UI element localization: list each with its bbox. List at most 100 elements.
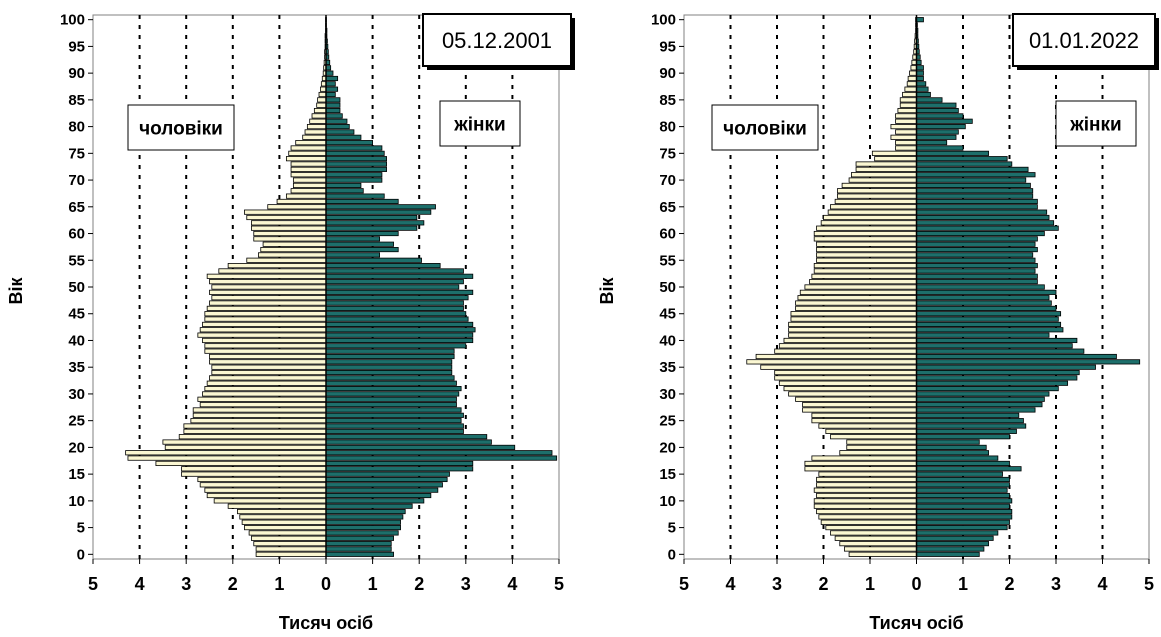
legend-men-label: чоловіки (139, 119, 223, 140)
bar-women-age-38 (325, 348, 455, 354)
bar-men-age-13 (199, 482, 327, 488)
bar-women-age-33 (916, 375, 1078, 381)
x-tick-label: 5 (88, 574, 98, 594)
bar-men-age-37 (755, 353, 917, 360)
y-tick-label: 85 (659, 92, 676, 109)
bar-men-age-70 (848, 177, 917, 183)
y-tick-label: 10 (68, 493, 85, 510)
bar-women-age-38 (916, 348, 1085, 354)
bar-women-age-89 (325, 75, 339, 82)
bar-women-age-8 (916, 508, 1013, 515)
bar-women-age-31 (325, 386, 462, 392)
bar-men-age-60 (253, 230, 327, 237)
bar-men-age-26 (811, 412, 917, 418)
bar-women-age-35 (916, 364, 1096, 370)
bar-women-age-56 (916, 252, 1034, 258)
bar-men-age-42 (199, 327, 327, 333)
bar-women-age-80 (916, 124, 966, 130)
bar-women-age-88 (325, 81, 336, 87)
x-tick-label: 1 (274, 574, 284, 594)
y-tick-label: 90 (659, 65, 676, 82)
bar-women-age-81 (916, 118, 973, 124)
bar-women-age-13 (325, 482, 443, 488)
x-tick-label: 0 (321, 574, 331, 594)
bar-men-age-44 (790, 316, 917, 322)
bar-women-age-16 (325, 466, 474, 472)
bar-women-age-12 (325, 487, 439, 493)
bar-women-age-43 (916, 321, 1062, 327)
bar-women-age-24 (325, 423, 464, 429)
bar-women-age-17 (916, 460, 1010, 467)
bar-women-age-85 (916, 97, 943, 103)
bar-men-age-73 (855, 161, 917, 167)
bar-women-age-54 (916, 263, 1038, 269)
bar-women-age-40 (916, 337, 1078, 344)
bar-men-age-10 (213, 498, 327, 504)
y-tick-label: 100 (651, 12, 676, 29)
bar-women-age-51 (916, 279, 1038, 285)
bar-women-age-68 (916, 188, 1034, 194)
bar-men-age-67 (837, 193, 917, 199)
bar-women-age-64 (325, 209, 432, 215)
x-tick-label: 1 (865, 574, 875, 594)
bar-women-age-7 (916, 514, 1013, 520)
bar-women-age-70 (916, 177, 1027, 183)
bar-men-age-14 (816, 476, 917, 483)
bar-women-age-81 (325, 118, 348, 124)
bar-women-age-0 (916, 551, 980, 557)
bar-men-age-77 (295, 140, 327, 146)
bar-women-age-86 (325, 91, 336, 98)
bar-men-age-24 (818, 423, 917, 429)
bar-men-age-43 (788, 321, 917, 327)
bar-women-age-58 (916, 241, 1036, 247)
bar-women-age-20 (916, 444, 987, 450)
bar-women-age-34 (325, 369, 453, 376)
bar-women-age-87 (325, 86, 339, 92)
y-axis-title: Вік (6, 277, 26, 305)
bar-women-age-82 (325, 113, 343, 119)
bar-men-age-79 (895, 129, 917, 135)
bar-men-age-22 (830, 434, 917, 440)
y-tick-label: 35 (659, 359, 676, 376)
bar-men-age-54 (227, 263, 327, 269)
x-axis-title: Тисяч осіб (279, 613, 373, 633)
bar-women-age-26 (325, 412, 464, 418)
bar-men-age-18 (811, 455, 917, 461)
y-tick-label: 75 (68, 145, 85, 162)
bar-women-age-73 (325, 161, 387, 167)
bar-women-age-41 (325, 332, 474, 338)
bar-women-age-60 (325, 230, 399, 237)
bar-women-age-52 (325, 273, 474, 279)
bar-men-age-4 (830, 530, 917, 536)
bar-women-age-10 (325, 498, 425, 504)
bar-women-age-66 (916, 198, 1038, 205)
bar-men-age-35 (211, 364, 327, 370)
bar-women-age-21 (916, 439, 980, 445)
bar-women-age-29 (916, 396, 1045, 402)
bar-men-age-16 (804, 466, 917, 472)
bar-women-age-49 (916, 289, 1057, 295)
bar-men-age-19 (839, 450, 917, 456)
bar-men-age-44 (204, 316, 327, 322)
bar-men-age-71 (851, 172, 917, 178)
bar-women-age-16 (916, 466, 1022, 472)
bar-women-age-11 (325, 492, 432, 499)
bar-women-age-22 (325, 434, 488, 440)
bar-women-age-44 (325, 316, 469, 322)
y-tick-label: 25 (68, 413, 85, 430)
bar-women-age-13 (916, 482, 1010, 488)
bar-men-age-71 (290, 172, 327, 178)
bar-women-age-12 (916, 487, 1008, 493)
bar-men-age-54 (813, 263, 917, 269)
bar-men-age-16 (181, 466, 327, 472)
bar-men-age-6 (241, 519, 327, 525)
bar-women-age-10 (916, 498, 1013, 504)
y-tick-label: 40 (659, 332, 676, 349)
bar-men-age-83 (313, 107, 327, 114)
bar-men-age-46 (795, 305, 917, 311)
bar-men-age-5 (825, 525, 917, 531)
bar-women-age-26 (916, 412, 1020, 418)
bar-women-age-68 (325, 188, 364, 194)
bar-men-age-56 (816, 252, 917, 258)
bar-women-age-51 (325, 279, 464, 285)
